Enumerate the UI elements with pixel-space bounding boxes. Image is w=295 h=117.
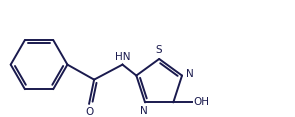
Text: O: O bbox=[85, 107, 93, 117]
Text: N: N bbox=[186, 69, 194, 79]
Text: OH: OH bbox=[193, 97, 209, 107]
Text: HN: HN bbox=[115, 52, 130, 62]
Text: N: N bbox=[140, 106, 147, 116]
Text: S: S bbox=[156, 45, 163, 55]
